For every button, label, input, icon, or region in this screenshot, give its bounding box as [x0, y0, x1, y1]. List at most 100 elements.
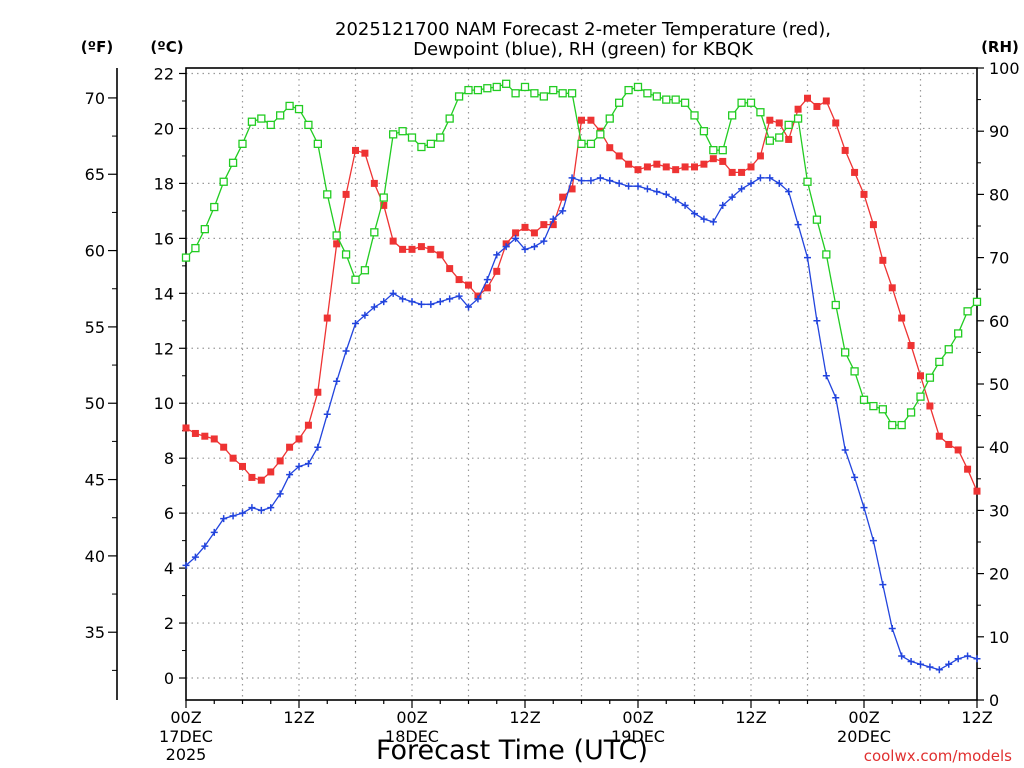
temperature-point: [766, 116, 774, 124]
temperature-point: [738, 168, 746, 176]
rh-point: [869, 401, 878, 411]
rh-tick-label: 40: [989, 438, 1009, 457]
chart-title-line2: Dewpoint (blue), RH (green) for KBQK: [413, 39, 754, 60]
rh-point: [549, 85, 558, 95]
dewpoint-point: [954, 655, 962, 663]
rh-tick-label: 90: [989, 122, 1009, 141]
dewpoint-point: [304, 460, 312, 468]
temperature-point: [643, 163, 651, 171]
temperature-point: [568, 185, 576, 193]
temperature-point: [804, 94, 811, 102]
fahrenheit-tick-label: 60: [85, 242, 105, 261]
dewpoint-point: [417, 300, 425, 308]
rh-point: [558, 89, 567, 98]
dewpoint-point: [257, 506, 265, 514]
dewpoint-point: [869, 537, 877, 545]
temperature-point: [907, 342, 915, 350]
dewpoint-point: [210, 528, 218, 536]
temperature-point: [681, 163, 689, 171]
rh-point: [954, 329, 963, 338]
rh-point: [539, 92, 548, 101]
rh-point: [304, 120, 313, 130]
dewpoint-point: [483, 276, 491, 284]
rh-point: [228, 158, 238, 167]
rh-point: [680, 98, 690, 107]
rh-point: [944, 345, 953, 354]
dewpoint-point: [709, 218, 717, 226]
dewpoint-point: [276, 490, 284, 498]
temperature-point: [399, 245, 407, 253]
x-tick-date-label: 17DEC: [159, 727, 213, 746]
fahrenheit-tick-label: 50: [85, 394, 105, 413]
dewpoint-point: [766, 174, 774, 182]
temperature-point: [182, 424, 190, 432]
dewpoint-point: [361, 311, 369, 319]
celsius-unit-label: (ºC): [150, 38, 183, 56]
temperature-point: [587, 116, 595, 124]
temperature-point: [662, 163, 670, 171]
rh-point: [436, 133, 445, 142]
dewpoint-point: [851, 473, 859, 481]
rh-point: [323, 190, 332, 199]
dewpoint-point: [220, 515, 228, 523]
temperature-point: [229, 454, 237, 462]
rh-point: [530, 89, 539, 98]
dewpoint-point: [399, 295, 407, 303]
temperature-point: [973, 487, 981, 495]
dewpoint-point: [747, 179, 755, 187]
rh-point: [652, 92, 661, 101]
temperature-point: [719, 157, 727, 165]
dewpoint-point: [201, 542, 209, 550]
dewpoint-point: [794, 221, 802, 229]
temperature-point: [756, 152, 764, 160]
fahrenheit-unit-label: (ºF): [81, 38, 113, 56]
dewpoint-point: [728, 193, 736, 201]
rh-point: [897, 420, 906, 430]
rh-point: [445, 114, 454, 123]
temperature-point: [813, 102, 821, 110]
rh-point: [219, 177, 228, 186]
temperature-point: [634, 166, 642, 174]
chart-title-line1: 2025121700 NAM Forecast 2-meter Temperat…: [335, 19, 831, 40]
dewpoint-point: [804, 254, 811, 262]
temperature-point: [832, 119, 840, 127]
dewpoint-point: [964, 652, 972, 660]
dewpoint-point: [898, 652, 906, 660]
rh-point: [502, 79, 511, 88]
dewpoint-point: [973, 655, 981, 663]
rh-point: [483, 84, 492, 93]
rh-point: [567, 89, 577, 98]
fahrenheit-tick-label: 35: [85, 623, 105, 642]
rh-point: [238, 139, 247, 148]
series-layer: [181, 79, 982, 674]
temperature-point: [578, 116, 585, 124]
dewpoint-point: [879, 581, 887, 589]
rh-point: [793, 114, 803, 123]
rh-point: [906, 408, 916, 417]
temperature-point: [370, 179, 378, 187]
rh-point: [888, 420, 897, 430]
rh-point: [266, 120, 275, 130]
temperature-point: [220, 443, 228, 451]
x-tick-label: 12Z: [961, 708, 992, 727]
dewpoint-point: [286, 471, 294, 479]
rh-point: [181, 253, 191, 262]
rh-point: [831, 300, 840, 310]
dewpoint-point: [935, 666, 943, 674]
rh-point: [662, 95, 671, 104]
rh-tick-label: 70: [989, 249, 1009, 268]
rh-point: [247, 117, 257, 126]
temperature-point: [917, 372, 924, 380]
dewpoint-point: [446, 295, 454, 303]
rh-point: [577, 139, 586, 148]
x-tick-date-label: 20DEC: [837, 727, 891, 746]
temperature-point: [201, 432, 209, 440]
x-tick-date-label: 19DEC: [611, 727, 665, 746]
dewpoint-point: [568, 174, 576, 182]
temperature-point: [323, 314, 331, 322]
temperature-point: [945, 440, 953, 448]
rh-point: [972, 297, 982, 306]
x-tick-label: 12Z: [283, 708, 314, 727]
temperature-point: [427, 245, 435, 253]
